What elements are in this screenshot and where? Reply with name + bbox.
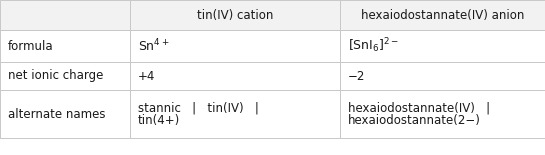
Bar (0, 90, 130, 138)
Text: hexaiodostannate(IV)   |: hexaiodostannate(IV) | (348, 101, 490, 114)
Bar (0, 62, 130, 90)
Bar (340, 0, 545, 30)
Bar (340, 90, 545, 138)
Text: $\mathregular{[SnI_6]^{2-}}$: $\mathregular{[SnI_6]^{2-}}$ (348, 37, 399, 55)
Text: +4: +4 (138, 69, 155, 82)
Text: $\mathregular{Sn}^{4+}$: $\mathregular{Sn}^{4+}$ (138, 38, 169, 54)
Text: −2: −2 (348, 69, 365, 82)
Text: hexaiodostannate(2−): hexaiodostannate(2−) (348, 114, 481, 127)
Text: formula: formula (8, 40, 53, 53)
Bar (0, 30, 130, 62)
Bar (130, 62, 340, 90)
Text: stannic   |   tin(IV)   |: stannic | tin(IV) | (138, 101, 259, 114)
Text: tin(IV) cation: tin(IV) cation (197, 9, 273, 22)
Bar (340, 30, 545, 62)
Bar (130, 30, 340, 62)
Text: tin(4+): tin(4+) (138, 114, 180, 127)
Bar (130, 90, 340, 138)
Bar (130, 0, 340, 30)
Bar (0, 0, 130, 30)
Text: hexaiodostannate(IV) anion: hexaiodostannate(IV) anion (361, 9, 524, 22)
Bar (340, 62, 545, 90)
Text: alternate names: alternate names (8, 108, 106, 120)
Text: net ionic charge: net ionic charge (8, 69, 104, 82)
